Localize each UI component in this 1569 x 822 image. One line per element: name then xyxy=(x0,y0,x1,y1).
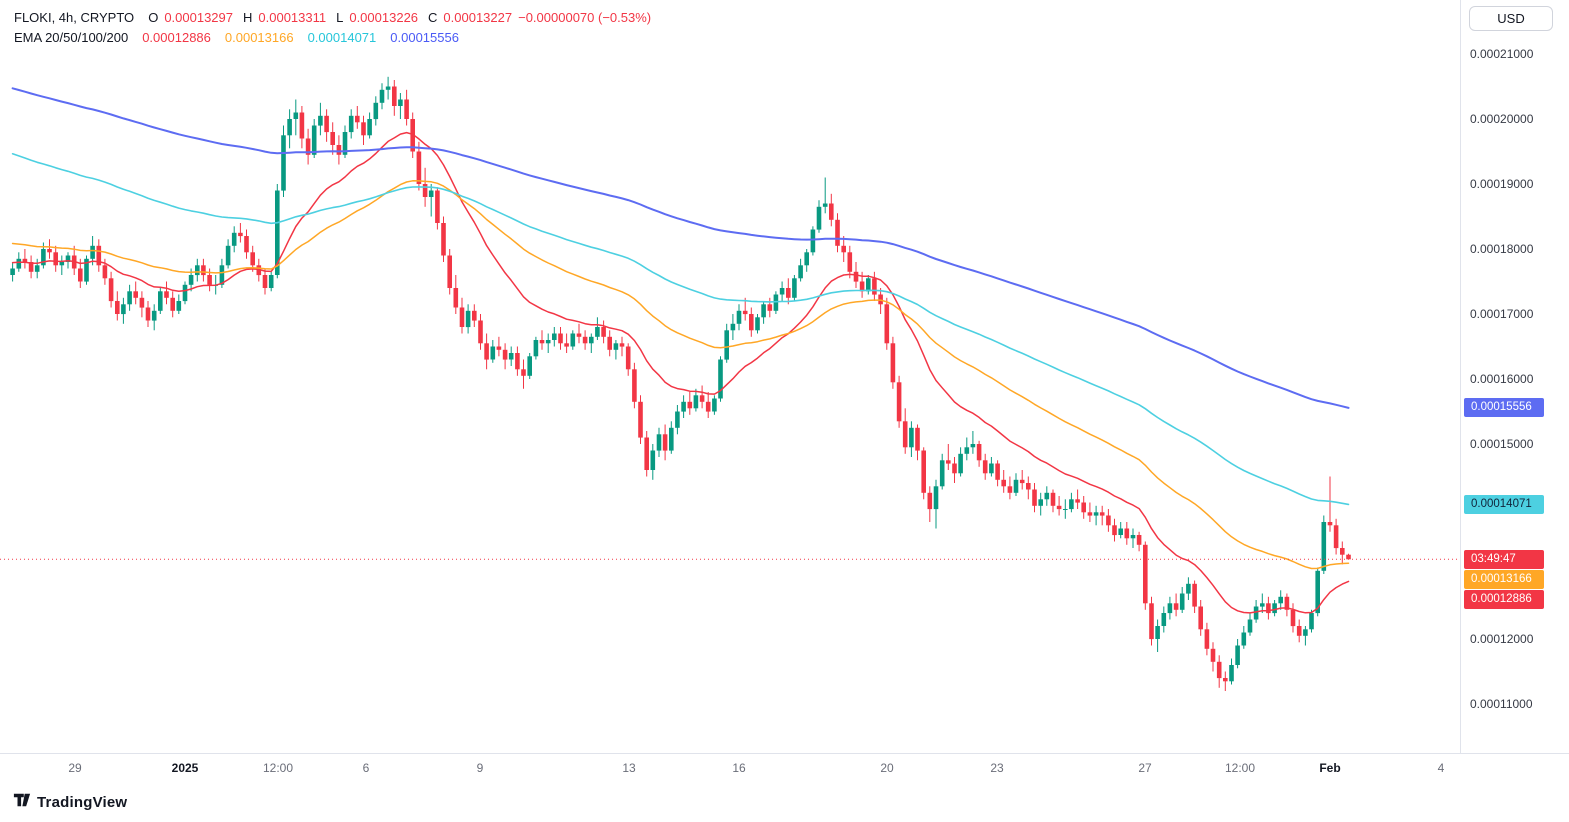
low-label: L xyxy=(336,10,344,25)
ema100-badge: 0.00014071 xyxy=(1464,494,1544,514)
price-axis-label: 0.00017000 xyxy=(1470,307,1534,321)
time-axis-label: 6 xyxy=(362,761,370,775)
ema200-value: 0.00015556 xyxy=(390,30,459,45)
ema100-value: 0.00014071 xyxy=(307,30,377,45)
time-axis-label: 20 xyxy=(880,761,894,775)
close-value: 0.00013227 xyxy=(443,10,513,25)
tradingview-logo-icon xyxy=(13,791,31,814)
time-axis-label: 23 xyxy=(990,761,1004,775)
time-axis-label: 12:00 xyxy=(262,761,294,775)
time-axis-label: 16 xyxy=(732,761,746,775)
ema20-line xyxy=(11,131,1350,614)
price-axis[interactable]: USD 0.00021000 0.00020000 0.00019000 0.0001… xyxy=(1460,0,1569,753)
open-value: 0.00013297 xyxy=(164,10,233,25)
tradingview-brand[interactable]: TradingView xyxy=(13,791,127,814)
price-axis-label: 0.00021000 xyxy=(1470,47,1534,61)
close-label: C xyxy=(428,10,438,25)
time-axis-label: 13 xyxy=(622,761,636,775)
ema100-line xyxy=(11,153,1350,506)
ohlc-row: FLOKI, 4h, CRYPTO O 0.00013297 H 0.0001331… xyxy=(14,8,651,28)
time-axis-label: Feb xyxy=(1319,761,1341,775)
countdown-badge: 03:49:47 xyxy=(1464,549,1544,569)
time-axis-label: 12:00 xyxy=(1224,761,1256,775)
price-axis-label: 0.00016000 xyxy=(1470,372,1534,386)
ema50-badge: 0.00013166 xyxy=(1464,569,1544,589)
time-axis-label: 27 xyxy=(1138,761,1152,775)
high-label: H xyxy=(243,10,253,25)
currency-toggle-button[interactable]: USD xyxy=(1469,6,1553,31)
price-chart-canvas[interactable] xyxy=(0,0,1460,753)
ema-lines-layer xyxy=(11,87,1350,614)
price-axis-label: 0.00020000 xyxy=(1470,112,1534,126)
time-axis[interactable]: 29 2025 12:00 6 9 13 16 20 23 27 12:00 Feb 4 xyxy=(0,753,1569,782)
time-axis-label: 4 xyxy=(1437,761,1445,775)
ema20-value: 0.00012886 xyxy=(142,30,211,45)
ema200-badge: 0.00015556 xyxy=(1464,398,1544,418)
time-axis-label: 2025 xyxy=(171,761,199,775)
ema50-value: 0.00013166 xyxy=(224,30,294,45)
price-axis-label: 0.00015000 xyxy=(1470,437,1534,451)
change-value: −0.00000070 (−0.53%) xyxy=(518,10,652,25)
price-axis-label: 0.00018000 xyxy=(1470,242,1534,256)
low-value: 0.00013226 xyxy=(349,10,419,25)
ema-legend-row: EMA 20/50/100/200 0.00012886 0.00013166 … xyxy=(14,28,651,48)
price-axis-label: 0.00019000 xyxy=(1470,177,1534,191)
symbol-legend: FLOKI, 4h, CRYPTO O 0.00013297 H 0.0001331… xyxy=(14,8,651,48)
main-chart-pane[interactable]: FLOKI, 4h, CRYPTO O 0.00013297 H 0.0001331… xyxy=(0,0,1460,753)
price-axis-label: 0.00011000 xyxy=(1470,697,1533,711)
price-axis-label: 0.00012000 xyxy=(1470,632,1534,646)
time-axis-label: 29 xyxy=(68,761,82,775)
high-value: 0.00013311 xyxy=(258,10,327,25)
symbol-title[interactable]: FLOKI, 4h, CRYPTO xyxy=(14,10,135,25)
ema50-line xyxy=(11,180,1350,570)
ema200-line xyxy=(11,87,1350,409)
candles-layer xyxy=(10,76,1351,691)
open-label: O xyxy=(148,10,159,25)
ema-indicator-label[interactable]: EMA 20/50/100/200 xyxy=(14,30,129,45)
brand-wordmark: TradingView xyxy=(37,794,128,811)
ema20-badge: 0.00012886 xyxy=(1464,589,1544,609)
time-axis-label: 9 xyxy=(476,761,484,775)
